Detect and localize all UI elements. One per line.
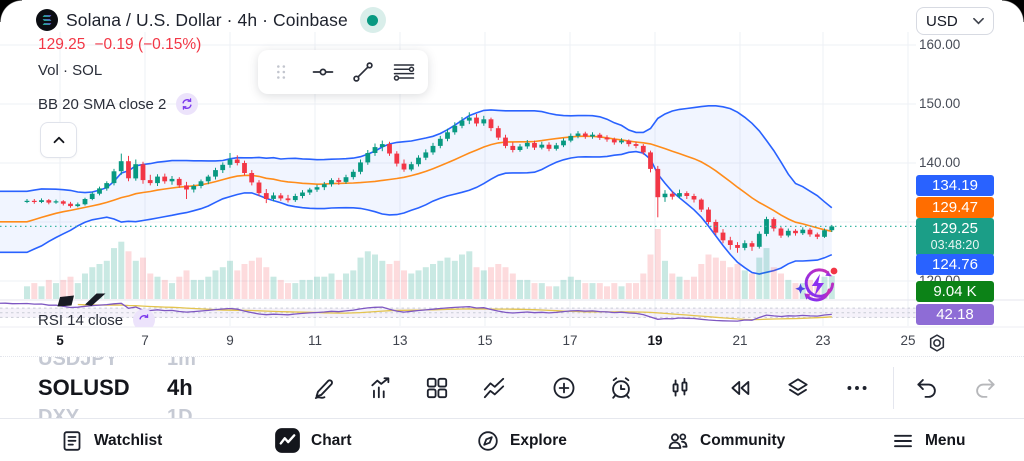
axis-settings-button[interactable]	[924, 330, 950, 356]
time-tick: 21	[732, 333, 748, 348]
alert-button[interactable]	[608, 375, 634, 401]
time-tick: 13	[392, 333, 408, 348]
nav-item-explore[interactable]: Explore	[476, 419, 567, 461]
nav-item-community[interactable]: Community	[666, 419, 785, 461]
market-status-indicator[interactable]	[359, 7, 386, 33]
watermark	[57, 293, 106, 307]
layers-button[interactable]	[785, 375, 811, 401]
rsi-legend-label: RSI 14 close	[38, 311, 124, 328]
picker-selected-interval[interactable]: 4h	[167, 375, 193, 400]
watchlist-icon	[60, 429, 84, 453]
bb-legend-label: BB 20 SMA close 2	[38, 95, 167, 113]
solana-logo-icon	[36, 9, 58, 31]
nav-item-watchlist[interactable]: Watchlist	[60, 419, 162, 461]
currency-value: USD	[926, 12, 958, 30]
notification-dot	[828, 266, 839, 276]
bb-refresh-icon[interactable]	[176, 93, 199, 115]
picker-above-interval: 1m	[167, 356, 196, 370]
replay-button[interactable]	[727, 375, 753, 401]
bb-upper-tag: 134.19	[916, 175, 994, 196]
rsi-legend[interactable]: RSI 14 close	[38, 309, 156, 328]
trend-line-tool[interactable]	[346, 55, 380, 89]
explore-icon	[476, 429, 500, 453]
layout-button[interactable]	[424, 375, 450, 401]
price-tick: 150.00	[919, 96, 961, 111]
chart-type-button[interactable]	[667, 375, 693, 401]
rsi-value-tag: 42.18	[916, 303, 994, 325]
horizontal-rays-tool[interactable]	[387, 55, 421, 89]
horizontal-line-tool[interactable]	[306, 55, 340, 89]
volume-legend[interactable]: Vol · SOL	[38, 62, 103, 79]
bottom-navigation: Watchlist Chart Explore Community Menu	[0, 418, 1024, 461]
collapse-panel-button[interactable]	[40, 122, 77, 158]
price-row: 129.25 −0.19 (−0.15%)	[38, 36, 201, 54]
gear-icon	[929, 334, 945, 352]
time-tick: 17	[562, 333, 578, 348]
time-tick: 11	[307, 333, 323, 348]
add-button[interactable]	[551, 375, 577, 401]
time-axis[interactable]: 5 7 9 11 13 15 17 19 21 23 25	[0, 327, 1024, 355]
bb-basis-tag: 129.47	[916, 196, 994, 218]
nav-label: Explore	[510, 431, 567, 449]
redo-button	[972, 375, 998, 401]
community-icon	[666, 429, 690, 453]
nav-label: Menu	[925, 431, 966, 449]
chevron-down-icon	[973, 17, 984, 25]
nav-item-chart[interactable]: Chart	[274, 419, 351, 461]
time-tick: 25	[900, 333, 916, 348]
time-tick: 15	[477, 333, 493, 348]
bb-legend[interactable]: BB 20 SMA close 2	[38, 93, 199, 115]
chart-toolbar: USDJPY 1m SOLUSD 4h DXY 1D	[0, 356, 1024, 419]
time-tick: 23	[815, 333, 831, 348]
chevron-up-icon	[53, 136, 64, 144]
bb-lower-tag: 124.76	[916, 253, 994, 275]
picker-above-symbol: USDJPY	[38, 356, 119, 370]
picker-selected-symbol[interactable]: SOLUSD	[38, 375, 130, 400]
compare-button[interactable]	[481, 375, 507, 401]
lightning-bolt-icon	[811, 274, 824, 296]
last-price-tag: 129.25 03:48:20	[916, 217, 994, 256]
time-tick: 5	[56, 333, 64, 348]
sparkle-icon	[795, 283, 806, 294]
nav-item-menu[interactable]: Menu	[891, 419, 965, 461]
market-open-dot	[367, 14, 379, 26]
last-price-text: 129.25	[38, 36, 86, 53]
volume-value-tag: 9.04 K	[916, 280, 994, 302]
draw-button[interactable]	[312, 375, 338, 401]
price-tick: 140.00	[919, 155, 961, 170]
chart-icon	[274, 427, 301, 454]
time-tick: 9	[226, 333, 234, 348]
drag-handle[interactable]	[265, 55, 299, 89]
toolbar-divider	[893, 367, 894, 409]
menu-icon	[891, 429, 915, 453]
drawing-toolbar[interactable]	[258, 50, 428, 94]
currency-selector[interactable]: USD	[916, 7, 994, 35]
nav-label: Watchlist	[94, 431, 163, 449]
price-change-text: −0.19 (−0.15%)	[94, 36, 202, 53]
symbol-title: Solana / U.S. Dollar · 4h · Coinbase	[66, 9, 348, 30]
ai-assistant-button[interactable]	[793, 262, 843, 308]
nav-label: Chart	[311, 431, 352, 449]
nav-label: Community	[700, 431, 786, 449]
undo-button[interactable]	[914, 375, 940, 401]
time-tick: 19	[647, 333, 663, 348]
picker-below-interval: 1D	[167, 406, 193, 419]
symbol-header[interactable]: Solana / U.S. Dollar · 4h · Coinbase	[36, 7, 386, 33]
rsi-pane-legend-wrap: RSI 14 close	[0, 300, 300, 327]
price-tick: 160.00	[919, 37, 961, 52]
rsi-refresh-icon[interactable]	[133, 309, 156, 327]
picker-below-symbol: DXY	[38, 406, 80, 419]
more-button[interactable]	[844, 375, 870, 401]
indicators-button[interactable]	[368, 375, 394, 401]
time-tick: 7	[141, 333, 149, 348]
